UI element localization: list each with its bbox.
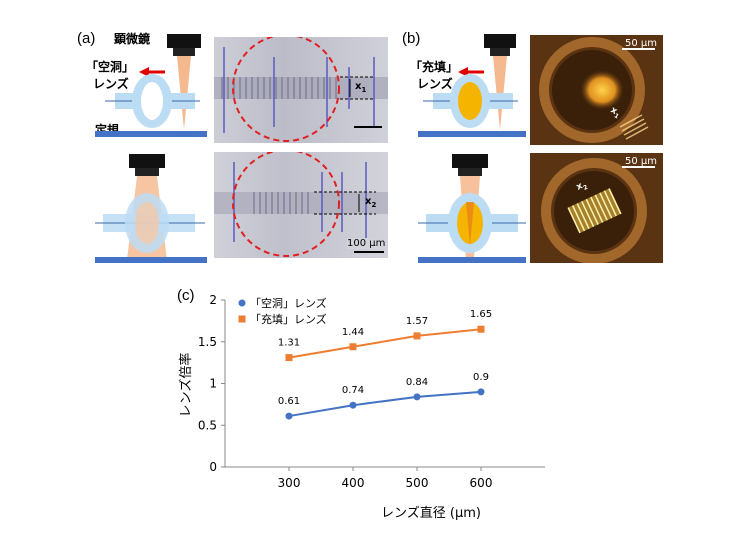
focus-spot bbox=[580, 70, 624, 110]
micrograph-hollow-bottom: x2 100 µm bbox=[214, 149, 388, 258]
micrograph-filled-bottom: 50 µm x2 bbox=[530, 153, 663, 263]
arrow-icon bbox=[458, 67, 468, 77]
legend-label: 「空洞」レンズ bbox=[250, 296, 327, 310]
data-point bbox=[285, 354, 293, 362]
filled-lens-label-line2: レンズ bbox=[417, 77, 453, 91]
x-tick-label: 500 bbox=[406, 476, 429, 490]
magnification-chart: 0 0.5 1 1.5 2 300 400 500 600 0.61 0.74 0.84 0.9 「空洞… bbox=[178, 293, 545, 521]
x-tick-label: 300 bbox=[278, 476, 301, 490]
data-label: 1.31 bbox=[278, 338, 300, 349]
hollow-lens-schematic-bottom bbox=[95, 154, 207, 263]
data-point bbox=[413, 332, 421, 340]
x2-label-a: x bbox=[365, 196, 372, 207]
micrograph-hollow-top: x1 bbox=[214, 34, 388, 143]
hollow-lens-label-line2: レンズ bbox=[93, 77, 129, 91]
data-point bbox=[349, 343, 357, 351]
objective-icon bbox=[452, 154, 488, 168]
data-label: 0.61 bbox=[278, 396, 300, 407]
legend-label: 「充填」レンズ bbox=[250, 312, 327, 326]
x-axis-label: レンズ直径 (µm) bbox=[381, 505, 481, 521]
arrow-icon bbox=[139, 67, 149, 77]
objective-icon bbox=[484, 34, 516, 48]
x-tick-label: 600 bbox=[470, 476, 493, 490]
filled-lens-label-line1: 「充填」 bbox=[410, 60, 459, 74]
dashed-circle bbox=[232, 149, 340, 257]
hollow-lens-label-line1: 「空洞」 bbox=[86, 60, 135, 74]
data-label: 0.84 bbox=[406, 377, 428, 388]
microscope-label: 顕微鏡 bbox=[114, 32, 151, 46]
data-label: 1.65 bbox=[470, 309, 492, 320]
y-tick-label: 2 bbox=[209, 293, 217, 307]
legend-marker bbox=[238, 315, 246, 323]
dashed-circle bbox=[232, 34, 340, 142]
ruler-bar bbox=[95, 257, 207, 263]
y-tick-label: 0.5 bbox=[198, 418, 217, 432]
data-point bbox=[349, 401, 357, 409]
data-point bbox=[477, 325, 485, 333]
ruler-bar bbox=[418, 131, 526, 137]
micrograph-filled-top: 50 µm x1 bbox=[530, 35, 663, 145]
y-tick-label: 1.5 bbox=[198, 335, 217, 349]
hollow-lens-schematic-top bbox=[95, 34, 207, 137]
panel-a-letter: (a) bbox=[77, 30, 96, 47]
scale-label-a: 100 µm bbox=[347, 238, 386, 249]
filled-lens-schematic-top bbox=[418, 34, 526, 137]
objective-icon bbox=[129, 154, 165, 168]
panel-c-letter: (c) bbox=[177, 287, 195, 304]
objective-icon bbox=[167, 34, 201, 48]
series-line bbox=[288, 328, 482, 359]
series-line bbox=[288, 390, 482, 418]
data-label: 0.74 bbox=[342, 385, 364, 396]
scale-label-b-bottom: 50 µm bbox=[625, 156, 658, 167]
data-label: 0.9 bbox=[473, 372, 489, 383]
data-label: 1.57 bbox=[406, 316, 428, 327]
data-point bbox=[413, 393, 421, 401]
filled-lens-schematic-bottom bbox=[418, 154, 526, 263]
data-point bbox=[477, 388, 485, 396]
legend-marker bbox=[238, 299, 246, 307]
x1-sub-a: 1 bbox=[361, 86, 367, 94]
x1-label-a: x bbox=[355, 81, 362, 92]
data-point bbox=[285, 412, 293, 420]
y-tick-label: 1 bbox=[209, 377, 217, 391]
ruler-bar bbox=[95, 131, 207, 137]
x-tick-label: 400 bbox=[342, 476, 365, 490]
scale-label-b-top: 50 µm bbox=[625, 38, 658, 49]
data-label: 1.44 bbox=[342, 327, 364, 338]
ruler-bar bbox=[418, 257, 526, 263]
panel-b-letter: (b) bbox=[402, 30, 421, 47]
x2-sub-a: 2 bbox=[371, 201, 377, 209]
y-tick-label: 0 bbox=[209, 460, 217, 474]
y-axis-label: レンズ倍率 bbox=[178, 353, 194, 418]
